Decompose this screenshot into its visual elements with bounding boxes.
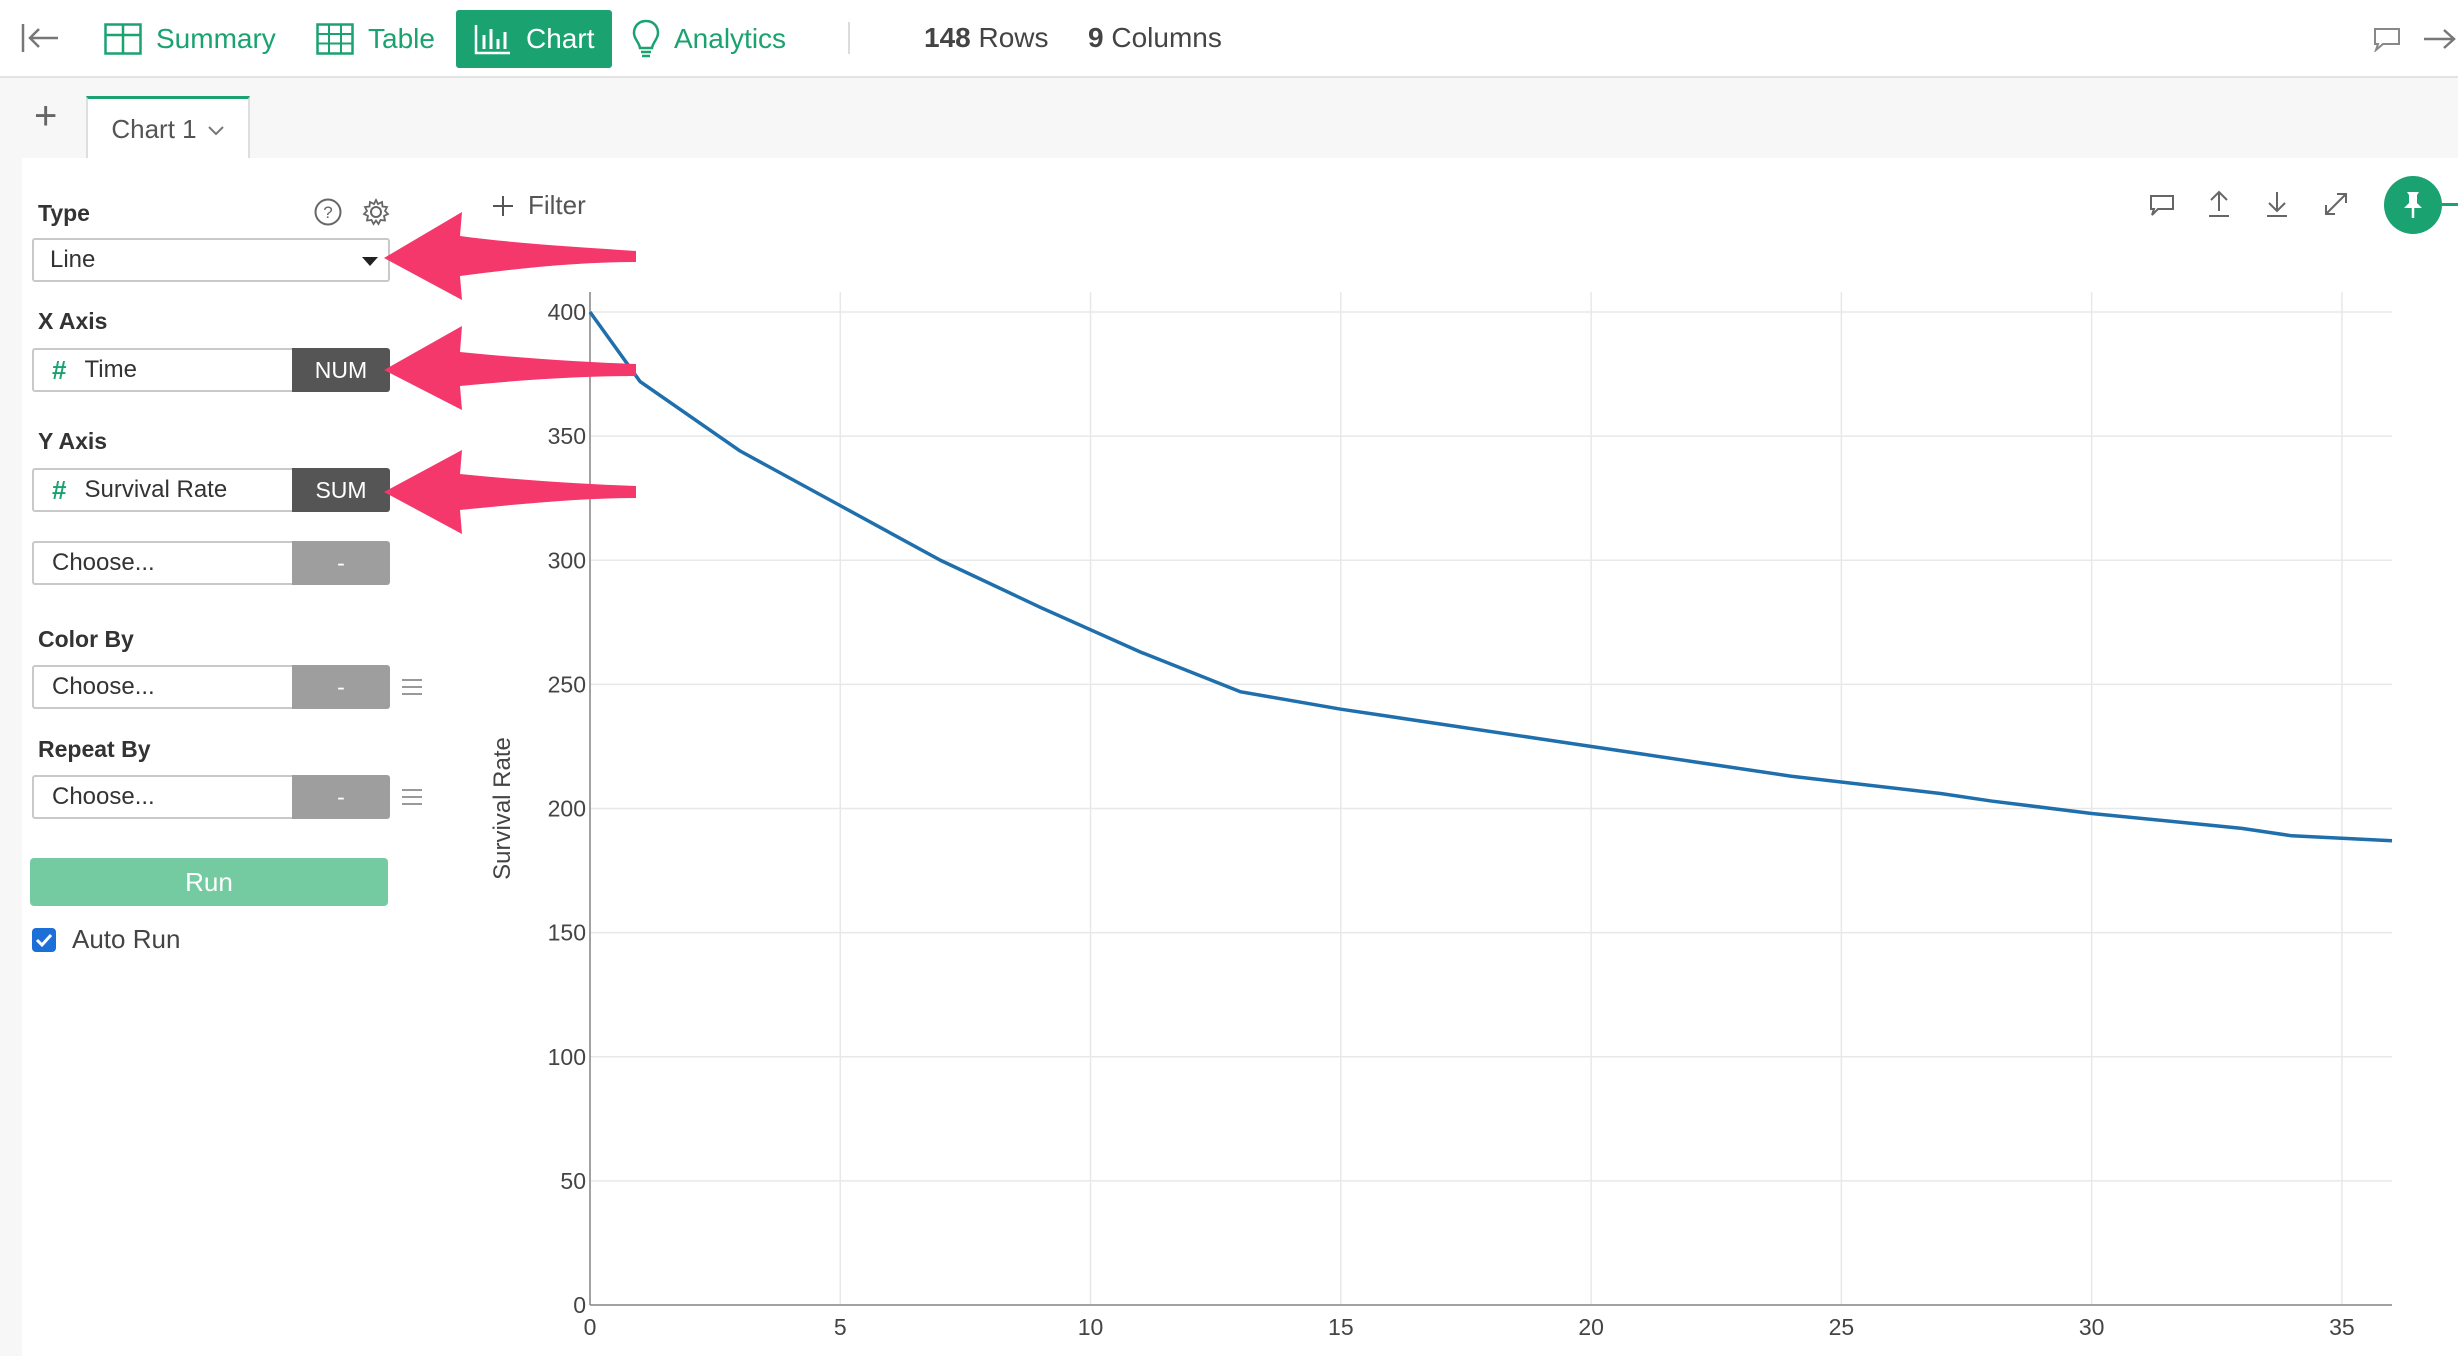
x-tick-label: 30 <box>2079 1314 2105 1340</box>
add-filter-button[interactable]: Filter <box>492 190 586 221</box>
add-chart-tab-button[interactable]: + <box>34 94 58 138</box>
expand-right-icon[interactable] <box>2422 22 2458 56</box>
chart-type-select[interactable]: Line <box>32 238 390 282</box>
x-axis-column[interactable]: # Time <box>32 348 292 392</box>
y-tick-label: 300 <box>548 547 586 573</box>
y-axis-extra-column[interactable]: Choose... <box>32 541 292 585</box>
y-axis-title: Survival Rate <box>489 737 516 880</box>
x-axis-field[interactable]: # Time NUM <box>32 348 390 392</box>
pin-connector <box>2442 203 2458 206</box>
tab-chart-1-label: Chart 1 <box>111 114 197 144</box>
chart-comment-icon[interactable] <box>2146 190 2178 220</box>
row-count-value: 148 <box>924 22 971 53</box>
tab-chart-1[interactable]: Chart 1 <box>86 96 250 160</box>
comment-icon[interactable] <box>2370 24 2404 54</box>
y-tick-label: 350 <box>548 423 586 449</box>
top-toolbar: Summary Table Chart Analytics 148 Rows 9… <box>0 0 2458 78</box>
x-tick-label: 10 <box>1078 1314 1104 1340</box>
repeat-by-menu-icon[interactable] <box>402 789 422 805</box>
collapse-left-icon[interactable] <box>20 20 60 56</box>
x-tick-label: 20 <box>1578 1314 1604 1340</box>
type-label: Type <box>38 200 90 226</box>
plus-icon <box>493 195 513 216</box>
y-tick-label: 100 <box>548 1044 586 1070</box>
x-tick-label: 0 <box>584 1314 597 1340</box>
auto-run-toggle[interactable]: Auto Run <box>32 924 180 955</box>
x-tick-label: 5 <box>834 1314 847 1340</box>
chart-tab-row: + Chart 1 <box>0 78 2458 160</box>
tab-chart[interactable]: Chart <box>456 10 613 68</box>
run-button[interactable]: Run <box>30 858 388 906</box>
x-axis-label: X Axis <box>38 308 108 334</box>
numeric-hash-icon: # <box>52 474 67 505</box>
y-tick-label: 250 <box>548 671 586 697</box>
y-axis-extra-field[interactable]: Choose... - <box>32 541 390 585</box>
y-axis-label: Y Axis <box>38 428 108 454</box>
checkmark-icon <box>35 933 53 947</box>
tab-summary-label: Summary <box>156 23 276 54</box>
caret-down-icon <box>362 257 378 266</box>
y-tick-label: 150 <box>548 920 586 946</box>
color-by-column[interactable]: Choose... <box>32 665 292 709</box>
chevron-down-icon <box>207 125 224 135</box>
filter-label: Filter <box>528 190 586 220</box>
help-icon[interactable]: ? <box>312 196 344 228</box>
series-line <box>588 310 2393 843</box>
gear-icon[interactable] <box>360 196 392 228</box>
fullscreen-icon[interactable] <box>2320 188 2352 220</box>
bar-chart-icon <box>474 25 510 55</box>
column-count-value: 9 <box>1088 22 1104 53</box>
chart-type-value: Line <box>50 246 96 273</box>
toolbar-divider <box>848 22 850 54</box>
x-axis-aggregation-button[interactable]: NUM <box>292 348 390 392</box>
table-grid-icon <box>316 23 354 55</box>
svg-text:?: ? <box>323 203 332 222</box>
color-by-field[interactable]: Choose... - <box>32 665 390 709</box>
repeat-by-aggregation-button[interactable]: - <box>292 775 390 819</box>
download-icon[interactable] <box>2262 188 2292 220</box>
tab-analytics-label: Analytics <box>674 23 787 54</box>
tab-chart-label: Chart <box>526 23 595 54</box>
repeat-by-field[interactable]: Choose... - <box>32 775 390 819</box>
summary-grid-icon <box>104 23 142 55</box>
x-axis-column-name: Time <box>84 356 137 383</box>
line-chart: 0 50 100 150 200 250 300 350 400 0 5 10 15 20 25 30 35 Su… <box>489 292 2393 1340</box>
auto-run-label: Auto Run <box>72 924 181 954</box>
lightbulb-icon <box>632 19 660 58</box>
y-axis-extra-aggregation-button[interactable]: - <box>292 541 390 585</box>
color-by-label: Color By <box>38 626 134 652</box>
color-by-menu-icon[interactable] <box>402 679 422 695</box>
tab-summary[interactable]: Summary <box>104 10 276 68</box>
numeric-hash-icon: # <box>52 354 67 385</box>
x-tick-label: 25 <box>1829 1314 1855 1340</box>
y-tick-label: 200 <box>548 796 586 822</box>
repeat-by-label: Repeat By <box>38 736 151 762</box>
x-tick-label: 15 <box>1328 1314 1354 1340</box>
tab-table-label: Table <box>368 23 435 54</box>
row-count: 148 Rows <box>924 22 1049 54</box>
pin-icon <box>2404 192 2422 218</box>
tab-analytics[interactable]: Analytics <box>632 10 786 68</box>
column-count-label: Columns <box>1111 22 1222 53</box>
row-count-label: Rows <box>978 22 1049 53</box>
y-axis-aggregation-button[interactable]: SUM <box>292 468 390 512</box>
upload-icon[interactable] <box>2204 188 2234 220</box>
y-tick-label: 50 <box>560 1168 586 1194</box>
left-gutter <box>0 158 22 1356</box>
x-tick-label: 35 <box>2329 1314 2355 1340</box>
y-axis-column-name: Survival Rate <box>84 476 228 503</box>
y-tick-label: 0 <box>573 1292 586 1318</box>
color-by-aggregation-button[interactable]: - <box>292 665 390 709</box>
pin-button[interactable] <box>2384 176 2442 234</box>
y-axis-field[interactable]: # Survival Rate SUM <box>32 468 390 512</box>
y-axis-column[interactable]: # Survival Rate <box>32 468 292 512</box>
y-tick-label: 400 <box>548 299 586 325</box>
tab-table[interactable]: Table <box>316 10 435 68</box>
column-count: 9 Columns <box>1088 22 1222 54</box>
auto-run-checkbox[interactable] <box>32 927 56 952</box>
repeat-by-column[interactable]: Choose... <box>32 775 292 819</box>
